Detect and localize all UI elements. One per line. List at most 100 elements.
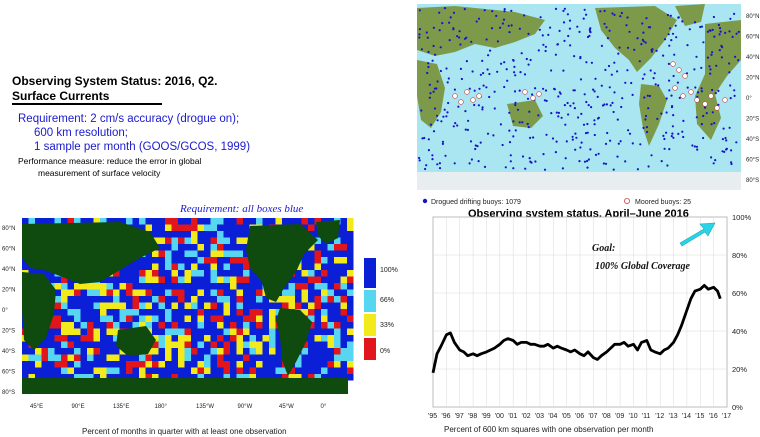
drifter-dot — [714, 159, 717, 162]
grid-cell — [35, 348, 42, 355]
grid-cell — [158, 283, 165, 290]
grid-land-masses — [22, 220, 348, 394]
grid-cell — [269, 218, 276, 225]
grid-lon-axis: 45°E 90°E 135°E 180° 135°W 90°W 45°W 0° — [30, 404, 327, 410]
legend-swatch-33 — [364, 314, 376, 336]
drifter-dot — [436, 114, 439, 117]
grid-cell — [93, 361, 100, 368]
grid-cell — [340, 335, 347, 342]
grid-cell — [347, 335, 354, 342]
grid-cell — [282, 218, 289, 225]
grid-cell — [119, 218, 126, 225]
grid-cell — [256, 354, 263, 361]
grid-cell — [48, 341, 55, 348]
grid-cell — [158, 237, 165, 244]
grid-cell — [191, 283, 198, 290]
drifter-dot — [586, 35, 590, 39]
chart-x-ticks: '95'96'97'98'99'00'01'02'03'04'05'06'07 '… — [428, 413, 731, 420]
grid-cell — [340, 309, 347, 316]
drifter-dot — [562, 9, 565, 12]
drifter-dot — [597, 152, 600, 155]
grid-cell — [347, 354, 354, 361]
grid-cell — [139, 263, 146, 270]
grid-cell — [126, 322, 133, 329]
grid-cell — [145, 257, 152, 264]
grid-cell — [178, 257, 185, 264]
grid-cell — [308, 263, 315, 270]
grid-cell — [35, 367, 42, 374]
grid-cell — [145, 367, 152, 374]
grid-cell — [210, 231, 217, 238]
drifter-dot — [568, 27, 571, 30]
grid-cell — [74, 348, 81, 355]
drifter-dot — [589, 148, 592, 151]
grid-cell — [334, 315, 341, 322]
grid-cell — [184, 348, 191, 355]
grid-cell — [80, 374, 87, 381]
grid-cell — [113, 270, 120, 277]
grid-cell — [139, 218, 146, 225]
drifter-dot — [542, 153, 545, 156]
grid-cell — [301, 270, 308, 277]
drifter-dot — [468, 87, 471, 90]
drifter-dot — [719, 30, 722, 33]
drifter-dot — [592, 88, 595, 91]
drifter-dot — [600, 44, 603, 48]
drifter-dot — [662, 54, 665, 57]
grid-cell — [93, 283, 100, 290]
grid-cell — [340, 341, 347, 348]
drifter-dot — [471, 70, 474, 73]
grid-cell — [308, 296, 315, 303]
drifter-dot — [721, 46, 724, 49]
grid-cell — [321, 354, 328, 361]
grid-cell — [340, 257, 347, 264]
grid-cell — [236, 322, 243, 329]
drifter-dot — [418, 33, 421, 36]
drifter-dot — [613, 61, 616, 64]
grid-cell — [87, 341, 94, 348]
chart-grid — [432, 216, 728, 408]
grid-lon-label: 180° — [155, 404, 168, 410]
grid-cell — [87, 309, 94, 316]
grid-cell — [301, 367, 308, 374]
grid-cell — [340, 302, 347, 309]
grid-cell — [165, 276, 172, 283]
grid-cell — [314, 283, 321, 290]
grid-cell — [74, 283, 81, 290]
grid-cell — [249, 348, 256, 355]
drifter-dot — [567, 34, 570, 38]
drifter-dot — [714, 92, 717, 95]
drifter-dot — [585, 100, 588, 104]
grid-cell — [100, 335, 107, 342]
grid-cell — [243, 374, 250, 381]
grid-cell — [191, 354, 198, 361]
chart-x-tick-label: '03 — [535, 413, 544, 420]
drifter-dot — [573, 55, 576, 58]
grid-cell — [113, 361, 120, 368]
drifter-dot — [424, 167, 427, 171]
grid-cell — [210, 296, 217, 303]
grid-cell — [210, 309, 217, 316]
grid-cell — [217, 361, 224, 368]
legend-swatch-100 — [364, 258, 376, 288]
grid-cell — [321, 348, 328, 355]
drifter-dot — [610, 73, 613, 76]
drifter-dot — [477, 160, 480, 163]
grid-cell — [197, 224, 204, 231]
grid-lon-label: 90°E — [72, 404, 85, 410]
grid-cell — [191, 341, 198, 348]
grid-cell — [145, 289, 152, 296]
grid-cell — [178, 270, 185, 277]
grid-cell — [327, 296, 334, 303]
drifter-dot — [561, 167, 564, 170]
grid-cell — [308, 315, 315, 322]
grid-cell — [61, 296, 68, 303]
coverage-series-line — [431, 284, 722, 374]
grid-cell — [321, 283, 328, 290]
moored-buoy-dot — [672, 85, 678, 91]
grid-cell — [152, 361, 159, 368]
drifter-dot — [523, 73, 527, 76]
grid-cell — [80, 341, 87, 348]
drifter-dot — [503, 10, 506, 13]
grid-cell — [236, 263, 243, 270]
